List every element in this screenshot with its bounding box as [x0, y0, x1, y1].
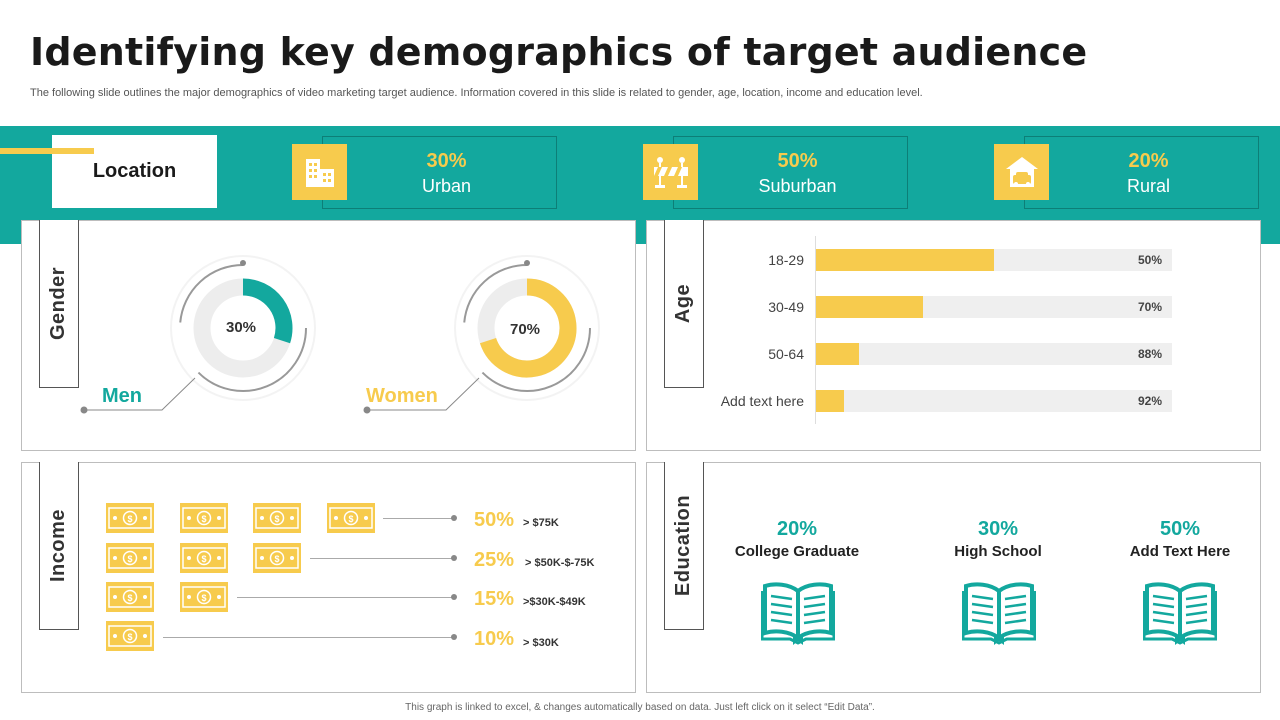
income-dot-2 [451, 555, 457, 561]
income-dot-3 [451, 594, 457, 600]
income-line-3 [237, 597, 453, 598]
income-pct-3: 15% [474, 588, 515, 610]
age-bar-1 [816, 249, 994, 271]
age-track-3: 88% [816, 343, 1172, 365]
income-line-1 [383, 518, 453, 519]
age-label-3: 50-64 [768, 346, 804, 362]
footer-note: This graph is linked to excel, & changes… [405, 702, 875, 713]
education-label-2: High School [954, 543, 1042, 560]
money-bill-icon [106, 621, 154, 651]
age-label-2: 30-49 [768, 299, 804, 315]
women-label: Women [366, 385, 438, 407]
men-label: Men [102, 385, 142, 407]
accent-stroke [0, 148, 94, 154]
age-track-2: 70% [816, 296, 1172, 318]
age-label-4: Add text here [720, 393, 804, 409]
men-leader-line [86, 377, 196, 411]
income-line-4 [163, 637, 453, 638]
education-tab: Education [664, 462, 704, 630]
income-tab: Income [39, 462, 79, 630]
education-heading: Education [672, 494, 695, 597]
education-pct-2: 30% [977, 518, 1019, 540]
money-bill-icon [180, 582, 228, 612]
income-dot-4 [451, 634, 457, 640]
location-label-urban: Urban [421, 176, 472, 196]
location-pct-suburban: 50% [777, 150, 818, 172]
education-panel [646, 462, 1261, 693]
women-leader-dot [363, 406, 371, 414]
open-book-icon [1143, 579, 1217, 645]
income-dot-1 [451, 515, 457, 521]
income-pct-2: 25% [474, 549, 515, 571]
age-value-1: 50% [1137, 253, 1162, 267]
location-label-suburban: Suburban [758, 176, 837, 196]
income-pct-4: 10% [474, 628, 515, 650]
money-bill-icon [253, 543, 301, 573]
location-pct-urban: 30% [426, 150, 467, 172]
money-bill-icon [180, 503, 228, 533]
location-label-rural: Rural [1126, 176, 1170, 196]
education-pct-1: 20% [776, 518, 818, 540]
education-label-1: College Graduate [734, 543, 860, 560]
age-bar-2 [816, 296, 923, 318]
women-leader-line [370, 377, 480, 411]
location-pct-rural: 20% [1128, 150, 1169, 172]
income-line-2 [310, 558, 453, 559]
roadblock-icon [643, 144, 698, 200]
education-label-3: Add Text Here [1129, 543, 1231, 560]
house-car-icon [994, 144, 1049, 200]
age-track-1: 50% [816, 249, 1172, 271]
women-donut-arc [479, 278, 577, 378]
income-label-1: > $75K [523, 517, 559, 529]
money-bill-icon [106, 582, 154, 612]
education-pct-3: 50% [1159, 518, 1201, 540]
open-book-icon [962, 579, 1036, 645]
age-value-3: 88% [1137, 347, 1162, 361]
women-pct: 70% [510, 321, 541, 338]
location-heading: Location [52, 135, 217, 208]
income-heading: Income [47, 508, 70, 583]
income-pct-1: 50% [474, 509, 515, 531]
money-bill-icon [327, 503, 375, 533]
gender-panel [21, 220, 636, 451]
men-donut-arc [242, 278, 293, 344]
men-donut-outer-arc [179, 264, 307, 392]
money-bill-icon [180, 543, 228, 573]
income-panel [21, 462, 636, 693]
money-bill-icon [253, 503, 301, 533]
age-track-4: 92% [816, 390, 1172, 412]
age-value-4: 92% [1137, 394, 1162, 408]
age-bar-3 [816, 343, 859, 365]
age-bar-4 [816, 390, 845, 412]
page-title: Identifying key demographics of target a… [30, 30, 1088, 74]
page-subtitle: The following slide outlines the major d… [30, 87, 923, 99]
age-tab: Age [664, 220, 704, 388]
age-axis [815, 236, 816, 424]
women-donut-halo [454, 255, 600, 401]
income-label-4: > $30K [523, 637, 559, 649]
age-value-2: 70% [1137, 300, 1162, 314]
open-book-icon [761, 579, 835, 645]
income-label-3: >$30K-$49K [523, 596, 586, 608]
women-arc-dot [524, 260, 530, 266]
gender-tab: Gender [39, 220, 79, 388]
income-label-2: > $50K-$-75K [525, 557, 595, 569]
women-donut-outer-arc [463, 264, 591, 392]
men-pct: 30% [226, 319, 257, 336]
buildings-icon [292, 144, 347, 200]
age-label-1: 18-29 [768, 252, 804, 268]
money-bill-icon [106, 543, 154, 573]
money-bill-icon [106, 503, 154, 533]
men-arc-dot [240, 260, 246, 266]
men-donut-halo [170, 255, 316, 401]
men-leader-dot [80, 406, 88, 414]
